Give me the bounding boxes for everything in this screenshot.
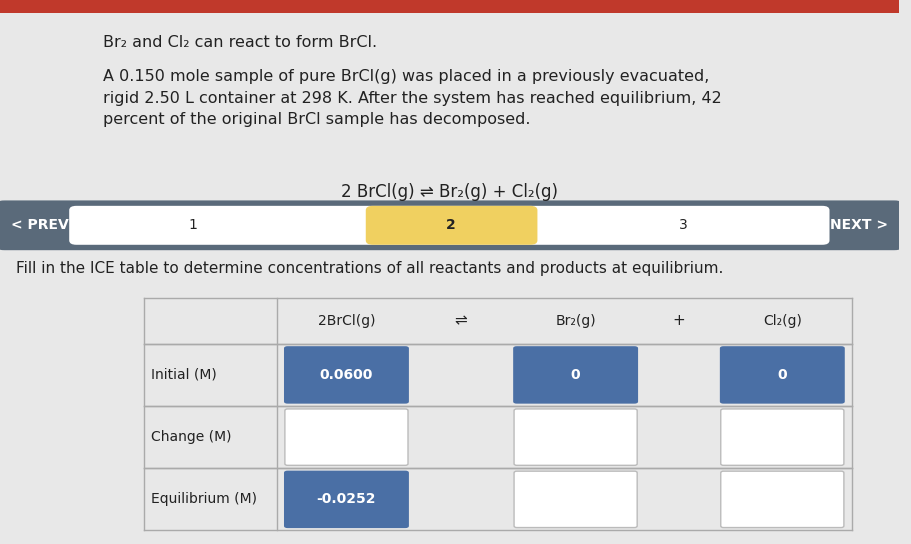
Text: 0: 0 [777, 368, 786, 382]
Text: 2BrCl(g): 2BrCl(g) [317, 314, 374, 328]
Text: Equilibrium (M): Equilibrium (M) [151, 492, 257, 506]
FancyBboxPatch shape [283, 346, 408, 404]
Text: ⇌: ⇌ [455, 313, 467, 329]
Text: 2 BrCl(g) ⇌ Br₂(g) + Cl₂(g): 2 BrCl(g) ⇌ Br₂(g) + Cl₂(g) [341, 183, 558, 201]
Text: 2: 2 [445, 218, 456, 232]
Text: < PREV: < PREV [11, 218, 68, 232]
FancyBboxPatch shape [719, 346, 844, 404]
Text: NEXT >: NEXT > [829, 218, 887, 232]
FancyBboxPatch shape [283, 471, 408, 528]
FancyBboxPatch shape [720, 471, 843, 528]
Text: 0: 0 [570, 368, 579, 382]
FancyBboxPatch shape [69, 206, 829, 245]
FancyBboxPatch shape [284, 409, 407, 465]
Text: -0.0252: -0.0252 [316, 492, 375, 506]
Text: A 0.150 mole sample of pure BrCl(g) was placed in a previously evacuated,
rigid : A 0.150 mole sample of pure BrCl(g) was … [103, 69, 722, 127]
Text: Br₂ and Cl₂ can react to form BrCl.: Br₂ and Cl₂ can react to form BrCl. [103, 35, 377, 51]
Text: Fill in the ICE table to determine concentrations of all reactants and products : Fill in the ICE table to determine conce… [16, 261, 722, 276]
Text: +: + [671, 313, 684, 329]
Text: Initial (M): Initial (M) [151, 368, 217, 382]
FancyBboxPatch shape [513, 346, 638, 404]
Text: 3: 3 [678, 218, 687, 232]
FancyBboxPatch shape [720, 409, 843, 465]
FancyBboxPatch shape [365, 206, 537, 245]
FancyBboxPatch shape [0, 0, 897, 13]
Text: 0.0600: 0.0600 [320, 368, 373, 382]
Text: 1: 1 [189, 218, 198, 232]
Text: Cl₂(g): Cl₂(g) [762, 314, 801, 328]
FancyBboxPatch shape [514, 409, 637, 465]
Text: Br₂(g): Br₂(g) [555, 314, 595, 328]
Text: Change (M): Change (M) [151, 430, 231, 444]
FancyBboxPatch shape [514, 471, 637, 528]
FancyBboxPatch shape [0, 200, 904, 250]
